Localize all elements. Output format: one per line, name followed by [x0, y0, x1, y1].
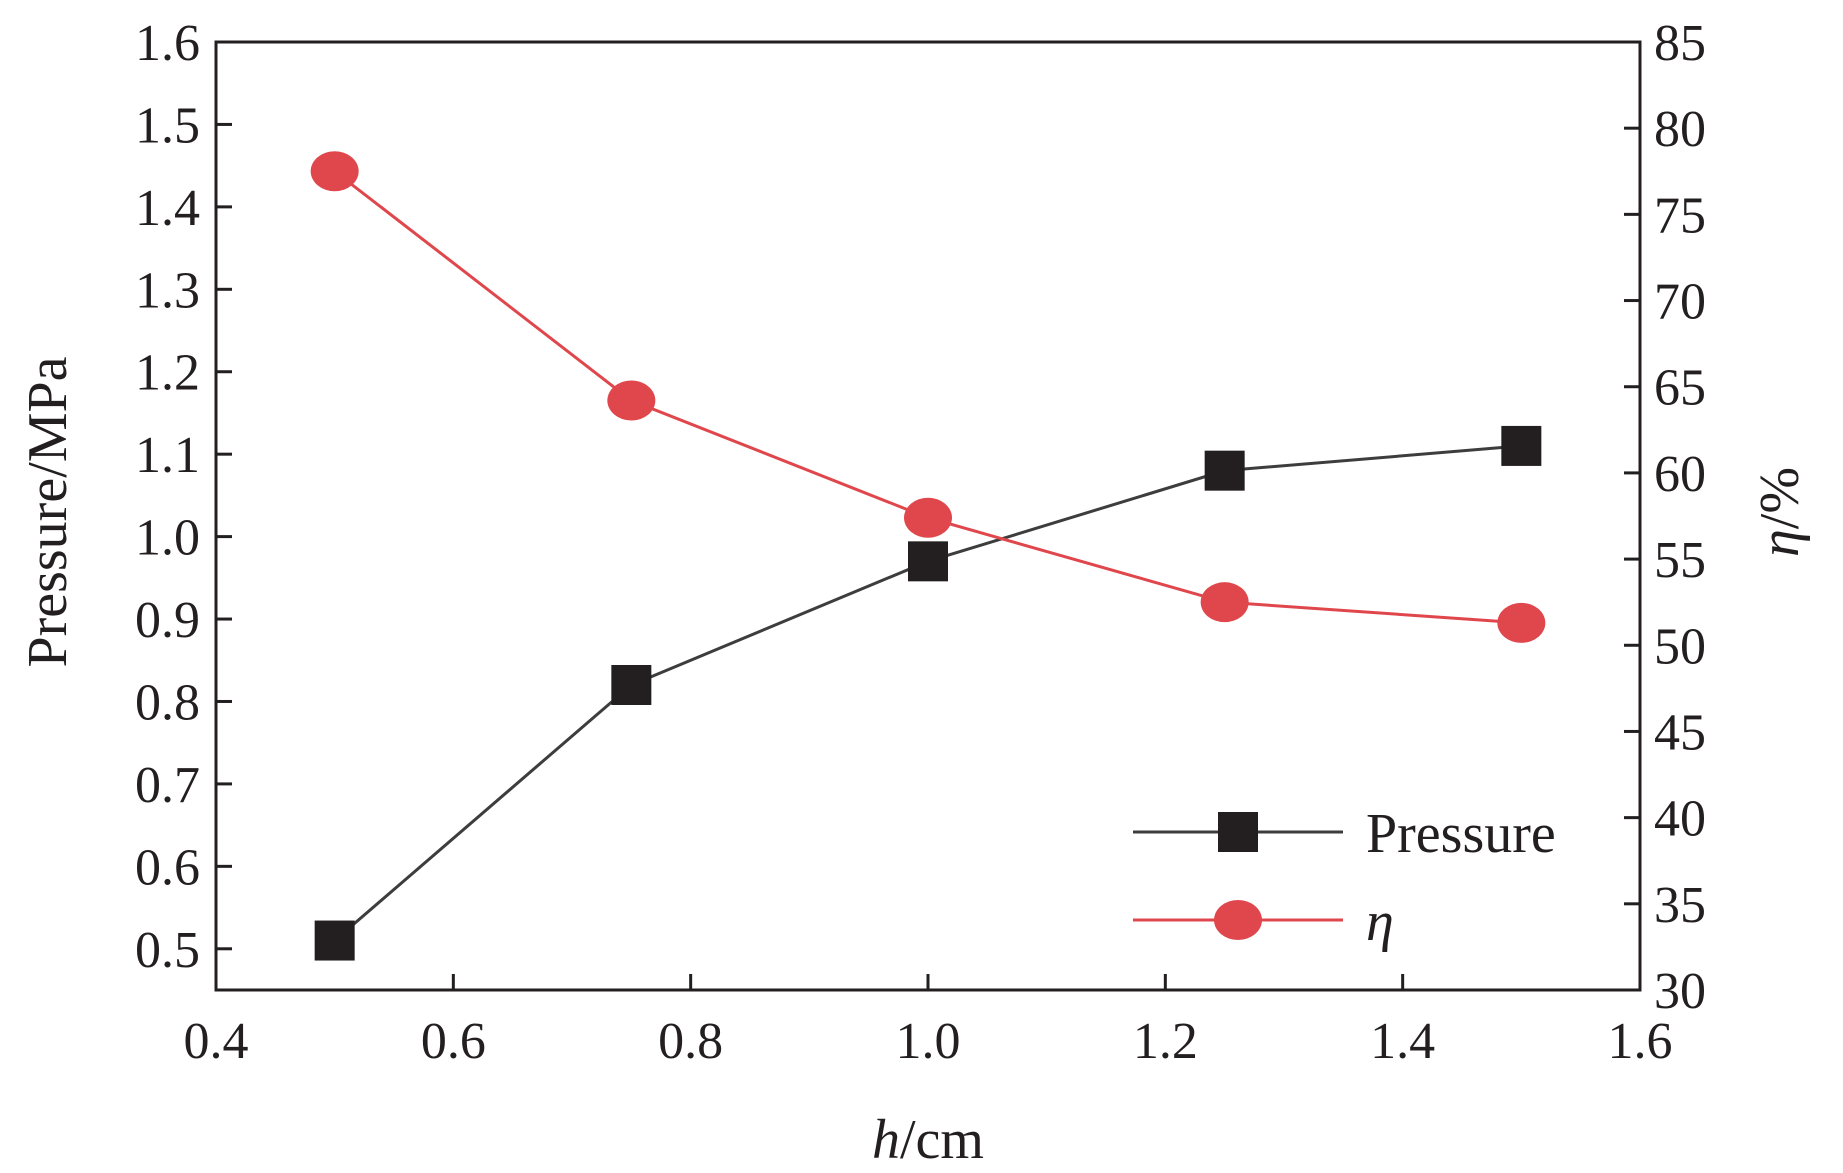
y-left-tick-label: 0.7	[135, 757, 200, 814]
y-left-tick-label: 0.9	[135, 592, 200, 649]
x-axis-title-unit: /cm	[900, 1109, 984, 1171]
data-point-pressure	[1204, 450, 1245, 491]
y-axis-right-title-var: η	[1749, 529, 1811, 557]
x-tick-label: 1.4	[1370, 1013, 1435, 1070]
y-right-tick-label: 75	[1654, 187, 1706, 244]
data-point-pressure	[908, 541, 948, 582]
y-left-tick-label: 1.6	[135, 15, 200, 72]
series-layer	[310, 151, 1546, 961]
y-right-tick-label: 60	[1654, 446, 1706, 503]
y-right-tick-label: 70	[1654, 274, 1706, 331]
y-right-tick-label: 40	[1654, 791, 1706, 848]
y-right-tick-label: 85	[1654, 15, 1706, 72]
y-right-tick-label: 35	[1654, 877, 1706, 934]
data-point-eta	[310, 151, 359, 192]
y-axis-left-title: Pressure/MPa	[17, 356, 79, 667]
data-point-eta	[904, 497, 952, 538]
y-left-tick-label: 1.3	[135, 262, 200, 319]
y-left-tick-label: 1.2	[135, 345, 200, 402]
x-tick-label: 0.4	[184, 1013, 249, 1070]
y-left-tick-label: 1.4	[135, 180, 200, 237]
data-point-pressure	[314, 920, 355, 961]
y-right-tick-label: 65	[1654, 360, 1706, 417]
y-left-tick-label: 0.5	[135, 922, 200, 979]
legend-eta-label: η	[1366, 891, 1394, 953]
x-tick-label: 1.2	[1133, 1013, 1198, 1070]
x-tick-label: 1.6	[1608, 1013, 1673, 1070]
y-axis-right-title-unit: /%	[1749, 467, 1811, 529]
axes: 0.4 0.6 0.8 1.0 1.2 1.4 1.6 0.5 0.6 0.7 0.8 0.9 1.0 1…	[135, 15, 1706, 1070]
y-axis-right-title: η/%	[1749, 467, 1811, 557]
y-left-tick-label: 1.0	[135, 510, 200, 567]
y-left-tick-label: 1.5	[135, 97, 200, 154]
x-tick-label: 0.6	[421, 1013, 486, 1070]
legend-eta-marker	[1214, 900, 1262, 940]
data-point-eta	[1497, 602, 1546, 643]
y-left-tick-label: 1.1	[135, 427, 200, 484]
x-tick-label: 0.8	[658, 1013, 723, 1070]
y-right-tick-label: 55	[1654, 532, 1706, 589]
data-point-eta	[607, 380, 656, 421]
y-left-tick-label: 0.8	[135, 674, 200, 731]
legend-pressure-label: Pressure	[1366, 803, 1556, 865]
data-point-eta	[1200, 582, 1249, 623]
legend: Pressure η	[1133, 803, 1556, 953]
y-left-tick-label: 0.6	[135, 839, 200, 896]
data-point-pressure	[1501, 425, 1542, 466]
data-point-pressure	[611, 664, 652, 705]
y-right-tick-label: 30	[1654, 963, 1706, 1020]
x-axis-title: h/cm	[872, 1109, 984, 1171]
y-right-tick-label: 45	[1654, 704, 1706, 761]
x-tick-label: 1.0	[896, 1013, 961, 1070]
x-axis-title-var: h	[872, 1109, 900, 1171]
y-right-tick-label: 50	[1654, 618, 1706, 675]
legend-pressure-marker	[1218, 812, 1258, 852]
y-right-tick-label: 80	[1654, 101, 1706, 158]
